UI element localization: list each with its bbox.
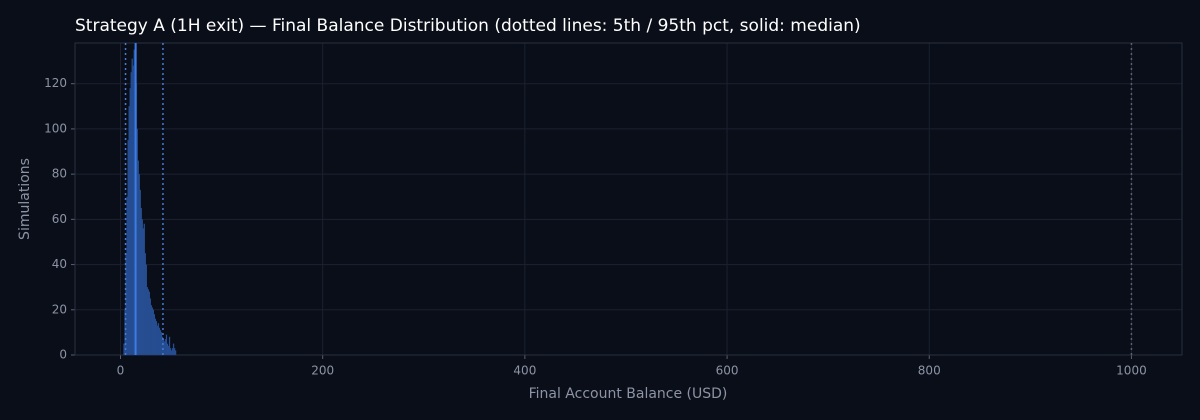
- bar: [155, 320, 158, 356]
- bar: [141, 219, 143, 356]
- bar: [163, 341, 166, 356]
- bar: [152, 309, 155, 356]
- bar: [166, 343, 169, 356]
- bar: [129, 88, 131, 356]
- y-tick-label: 20: [52, 302, 67, 316]
- bar: [133, 49, 135, 356]
- y-tick-label: 120: [44, 76, 67, 90]
- y-tick-label: 40: [52, 257, 67, 271]
- x-tick-label: 400: [513, 364, 536, 378]
- x-tick-label: 600: [716, 364, 739, 378]
- bar: [168, 336, 171, 356]
- x-tick-label: 200: [311, 364, 334, 378]
- bar: [150, 305, 152, 356]
- chart-title: Strategy A (1H exit) — Final Balance Dis…: [75, 16, 861, 36]
- bar: [143, 223, 145, 356]
- y-tick-label: 60: [52, 212, 67, 226]
- bar: [127, 140, 129, 356]
- bar: [136, 128, 138, 356]
- bar: [172, 343, 175, 356]
- bar: [164, 339, 167, 356]
- bar: [148, 291, 150, 356]
- bar: [165, 334, 168, 356]
- bar: [162, 339, 165, 356]
- bar: [153, 314, 156, 356]
- bar: [126, 196, 128, 356]
- bar: [154, 318, 157, 356]
- bar: [167, 345, 170, 356]
- bar: [132, 65, 134, 356]
- bar: [123, 343, 125, 356]
- bar: [169, 348, 172, 356]
- x-tick-label: 1000: [1116, 364, 1147, 378]
- x-tick-label: 0: [117, 364, 125, 378]
- y-axis-label: Simulations: [17, 158, 33, 240]
- bar: [130, 72, 132, 356]
- bar: [151, 307, 153, 356]
- bar: [159, 329, 162, 356]
- bar: [158, 327, 161, 356]
- bar: [173, 348, 176, 356]
- x-tick-label: 800: [918, 364, 941, 378]
- bar: [160, 332, 163, 356]
- x-axis-label: Final Account Balance (USD): [529, 386, 728, 402]
- bar: [144, 253, 146, 356]
- y-tick-label: 100: [44, 121, 67, 135]
- bar: [147, 289, 149, 356]
- bar: [170, 350, 173, 356]
- bar: [149, 298, 151, 356]
- bar: [156, 325, 159, 356]
- bar: [128, 106, 130, 356]
- bar: [174, 350, 177, 356]
- plot-frame: [74, 42, 1183, 356]
- y-tick-label: 0: [59, 348, 67, 362]
- bar: [142, 228, 144, 356]
- y-tick-label: 80: [52, 167, 67, 181]
- bar: [171, 348, 174, 356]
- bar: [157, 323, 160, 356]
- bar: [146, 287, 148, 356]
- bar: [137, 160, 139, 356]
- bar: [140, 207, 142, 356]
- bar: [131, 58, 133, 356]
- bar: [145, 264, 147, 356]
- bar: [138, 173, 140, 356]
- bar: [139, 189, 141, 356]
